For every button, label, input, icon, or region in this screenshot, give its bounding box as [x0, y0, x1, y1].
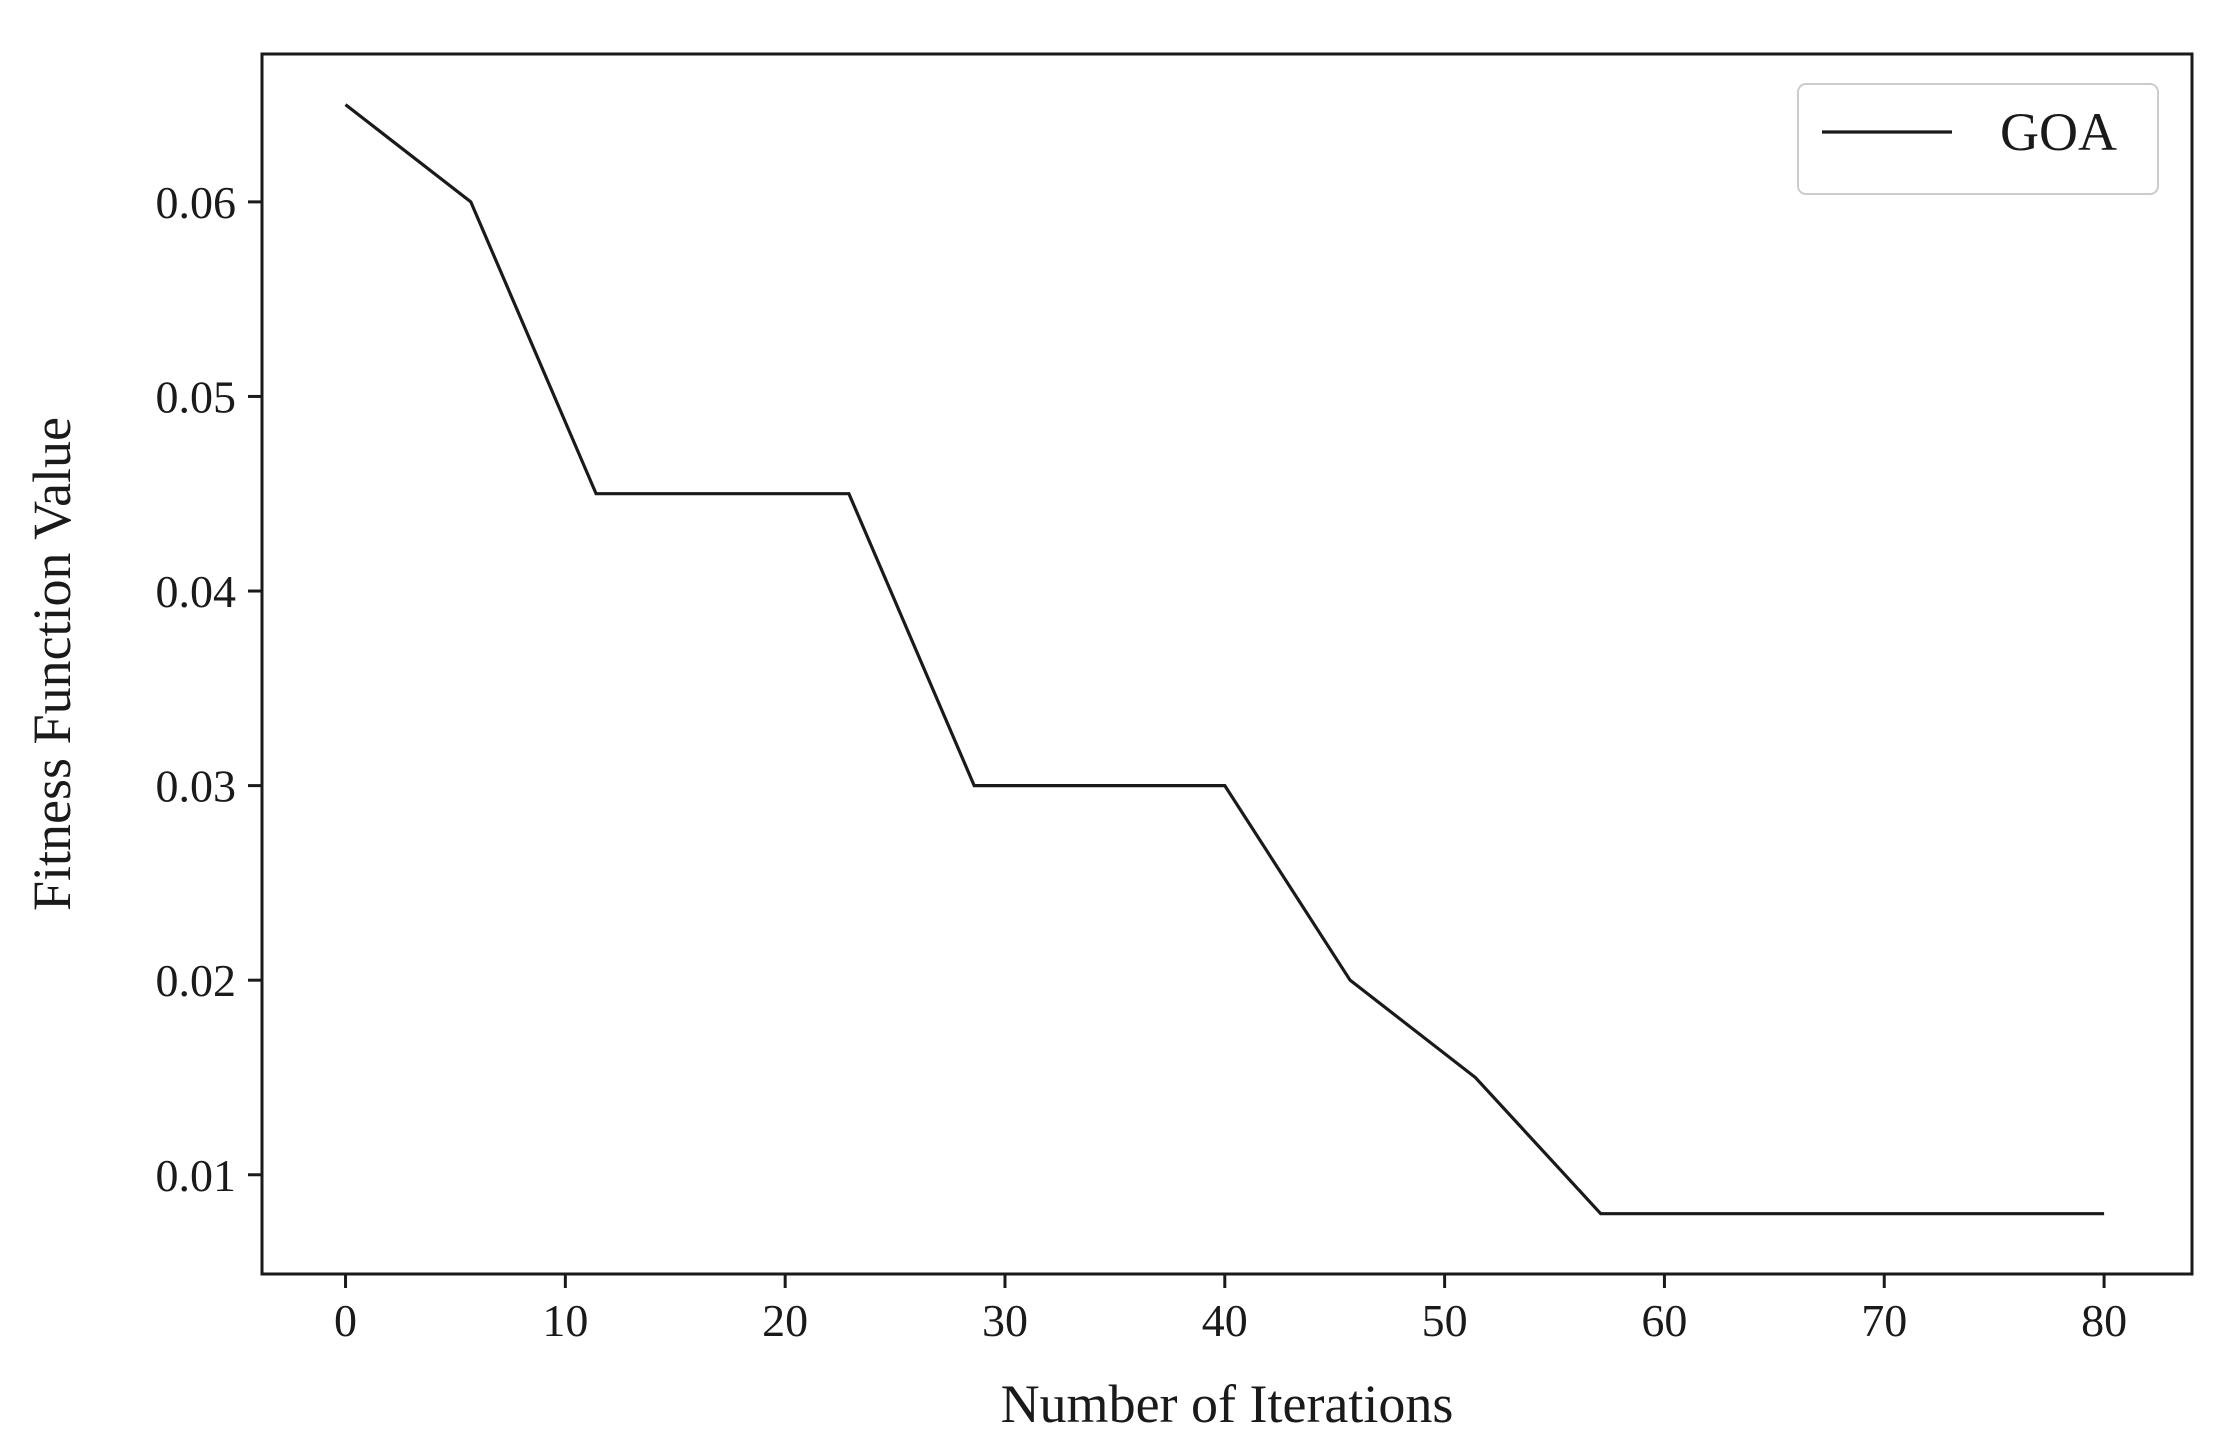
x-tick-label: 70: [1861, 1295, 1907, 1346]
x-axis: 0 10 20 30 40 50 60 70 80: [334, 1274, 2127, 1346]
x-tick-label: 30: [982, 1295, 1028, 1346]
y-tick-label: 0.05: [156, 371, 237, 422]
y-axis: 0.01 0.02 0.03 0.04 0.05 0.06: [156, 177, 262, 1201]
y-tick-label: 0.06: [156, 177, 237, 228]
x-tick-label: 80: [2081, 1295, 2127, 1346]
plot-frame: [260, 52, 2194, 1276]
x-tick-label: 40: [1202, 1295, 1248, 1346]
y-tick-label: 0.04: [156, 566, 237, 617]
x-axis-title: Number of Iterations: [1001, 1374, 1454, 1434]
x-tick-label: 60: [1641, 1295, 1687, 1346]
x-tick-label: 10: [542, 1295, 588, 1346]
x-tick-label: 0: [334, 1295, 357, 1346]
legend: GOA: [1797, 83, 2159, 195]
x-tick-label: 50: [1422, 1295, 1468, 1346]
series-line-goa: [344, 103, 2105, 1216]
y-tick-label: 0.02: [156, 955, 237, 1006]
y-axis-title: Fitness Function Value: [22, 417, 82, 911]
legend-box: [1797, 83, 2159, 195]
y-tick-label: 0.03: [156, 761, 237, 812]
y-tick-label: 0.01: [156, 1150, 237, 1201]
x-tick-label: 20: [762, 1295, 808, 1346]
legend-label-goa: GOA: [2000, 102, 2117, 162]
